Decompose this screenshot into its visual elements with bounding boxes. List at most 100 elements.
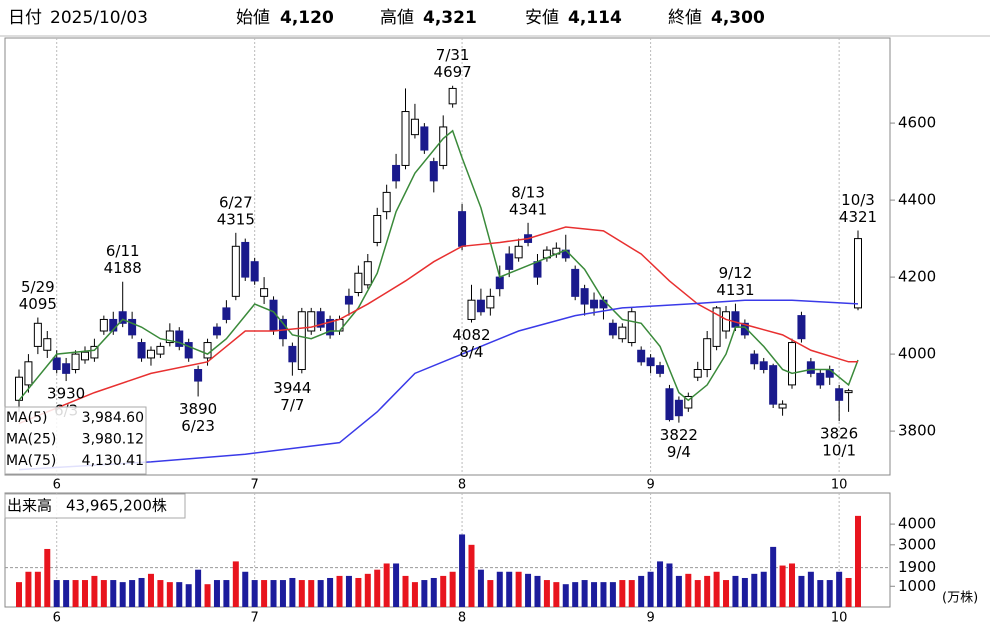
volume-bar <box>515 571 522 607</box>
volume-bar <box>100 580 107 607</box>
candle-body <box>722 311 731 332</box>
candle-body <box>33 322 42 347</box>
volume-bar <box>591 582 598 607</box>
header-value: 4,300 <box>711 8 765 28</box>
annotation-date: 8/13 <box>511 183 545 201</box>
volume-bar <box>553 582 560 607</box>
volume-bar <box>63 580 70 607</box>
header-label: 安値 <box>525 8 559 28</box>
header-value: 4,114 <box>568 8 622 28</box>
volume-bar <box>506 571 513 607</box>
volume-bar <box>270 580 277 607</box>
candle-body <box>571 268 580 297</box>
candle-body <box>354 272 363 293</box>
annotation-value: 3930 <box>47 385 85 403</box>
y-tick-label: 3800 <box>898 422 936 440</box>
volume-bar <box>459 534 466 607</box>
candle-body <box>797 315 806 340</box>
ma-line <box>18 129 859 402</box>
volume-bar <box>317 580 324 607</box>
candle-body <box>316 311 325 328</box>
x-tick-label: 10 <box>831 478 848 493</box>
candle-body <box>373 214 382 243</box>
header-value: 4,120 <box>280 8 334 28</box>
volume-bar <box>647 571 654 607</box>
annotation-date: 6/23 <box>181 417 215 435</box>
volume-bar <box>807 571 814 607</box>
candle-body <box>448 87 457 105</box>
candle-body <box>175 330 184 347</box>
y-tick-label: 1000 <box>898 577 936 595</box>
candle-body <box>260 288 269 297</box>
annotation-date: 9/4 <box>667 443 691 461</box>
candle-body <box>627 311 636 344</box>
volume-bar <box>430 577 437 607</box>
annotation-value: 4341 <box>509 200 547 218</box>
volume-bar <box>562 584 569 607</box>
candle-body <box>476 299 485 313</box>
x-tick-label: 10 <box>831 611 848 626</box>
volume-bar <box>298 580 305 607</box>
reference-label: 1900 <box>898 558 936 576</box>
volume-bar <box>279 580 286 607</box>
volume-unit: (万株) <box>942 591 978 606</box>
candle-body <box>495 276 504 290</box>
volume-bar <box>336 575 343 607</box>
volume-bar <box>477 569 484 607</box>
ma-line <box>18 226 859 425</box>
candle-body <box>674 399 683 417</box>
volume-bar <box>760 571 767 607</box>
candle-body <box>712 307 721 347</box>
legend-box <box>4 406 147 475</box>
volume-bar <box>628 580 635 607</box>
header-label: 日付 <box>8 8 42 28</box>
candle-body <box>740 322 749 336</box>
volume-bar <box>91 575 98 607</box>
volume-bar <box>110 580 117 607</box>
volume-bar <box>534 575 541 607</box>
volume-bar <box>798 575 805 607</box>
volume-bar <box>732 575 739 607</box>
x-tick-label: 6 <box>53 478 61 493</box>
volume-bar <box>393 563 400 607</box>
volume-bar <box>789 563 796 607</box>
volume-bar <box>157 580 164 607</box>
annotation-value: 3890 <box>179 400 217 418</box>
candle-body <box>241 241 250 278</box>
candle-body <box>363 261 372 286</box>
volume-bar <box>34 571 41 607</box>
candle-body <box>806 361 815 374</box>
volume-bar <box>543 580 550 607</box>
candle-body <box>618 326 627 340</box>
candle-body <box>24 361 33 386</box>
volume-bar <box>836 571 843 607</box>
annotation-value: 3944 <box>273 379 311 397</box>
candle-body <box>52 357 61 371</box>
candle-body <box>43 338 52 351</box>
volume-bar <box>327 577 334 607</box>
annotation-date: 10/1 <box>822 442 856 460</box>
annotation-date: 6/11 <box>106 242 140 260</box>
y-tick-label: 4200 <box>898 268 936 286</box>
candle-body <box>750 353 759 365</box>
x-tick-label: 6 <box>53 611 61 626</box>
annotation-value: 4082 <box>452 326 490 344</box>
volume-bar <box>411 582 418 607</box>
candle-body <box>80 351 89 361</box>
volume-bar <box>751 573 758 607</box>
candle-body <box>665 388 674 421</box>
volume-bar <box>176 582 183 607</box>
candle-body <box>854 238 862 309</box>
price-frame <box>4 37 891 476</box>
annotation-value: 3822 <box>660 426 698 444</box>
volume-bar <box>195 569 202 607</box>
y-tick-label: 4000 <box>898 515 936 533</box>
annotation-value: 4131 <box>716 281 754 299</box>
legend-value: 3,980.12 <box>82 432 144 448</box>
annotation-value: 4321 <box>839 208 877 226</box>
volume-bar <box>685 573 692 607</box>
volume-bar <box>704 575 711 607</box>
candle-body <box>146 349 155 359</box>
